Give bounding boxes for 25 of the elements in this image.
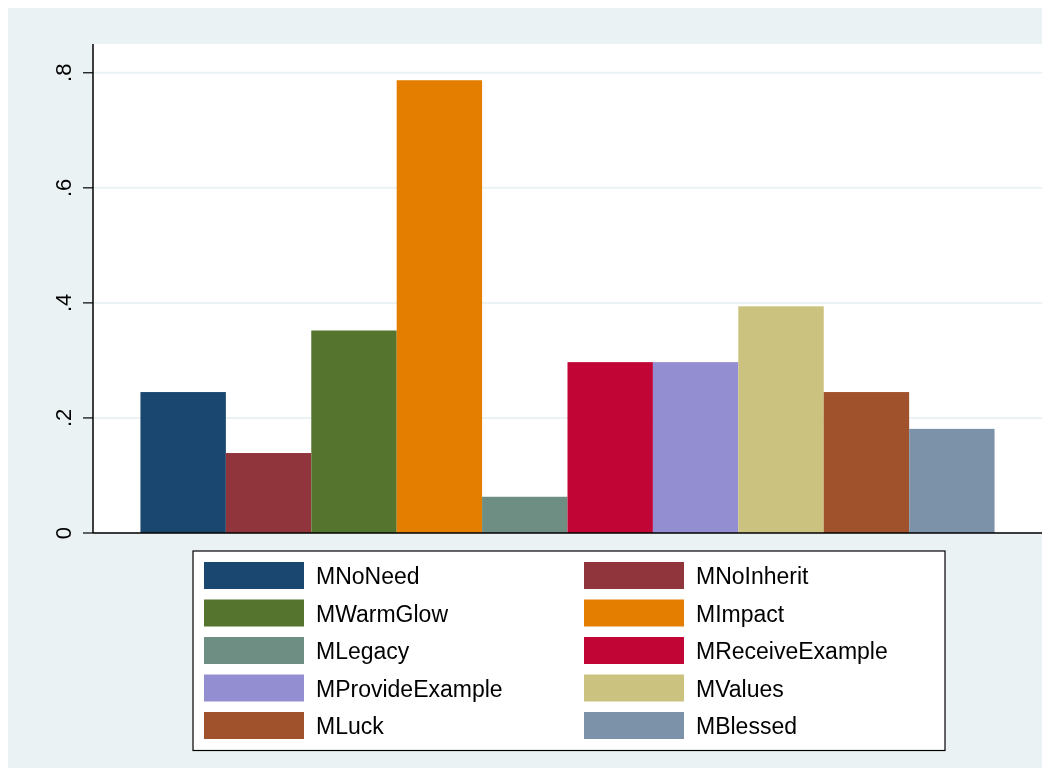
bar [311,330,397,533]
legend-label: MNoNeed [316,563,420,589]
y-tick-label: .2 [51,408,76,428]
legend-label: MLegacy [316,638,410,664]
bar [482,496,568,533]
y-tick-label: .8 [51,63,76,82]
bar [823,392,910,533]
y-tick-label: .6 [51,178,76,197]
legend-label: MBlessed [696,713,797,739]
bar [225,453,312,533]
legend-label: MProvideExample [316,675,503,702]
legend-label: MValues [696,675,784,702]
bar [140,392,226,533]
bar [396,80,483,533]
legend-label: MLuck [316,713,385,739]
bar [567,362,653,533]
legend-label: MNoInherit [696,563,810,589]
legend-label: MWarmGlow [316,600,449,627]
y-tick-label: .4 [51,293,76,313]
y-tick-label: 0 [51,526,76,540]
legend-label: MReceiveExample [696,638,888,664]
legend-label: MImpact [696,600,785,627]
bar [652,362,739,533]
bar [909,428,995,533]
bar [738,306,824,533]
